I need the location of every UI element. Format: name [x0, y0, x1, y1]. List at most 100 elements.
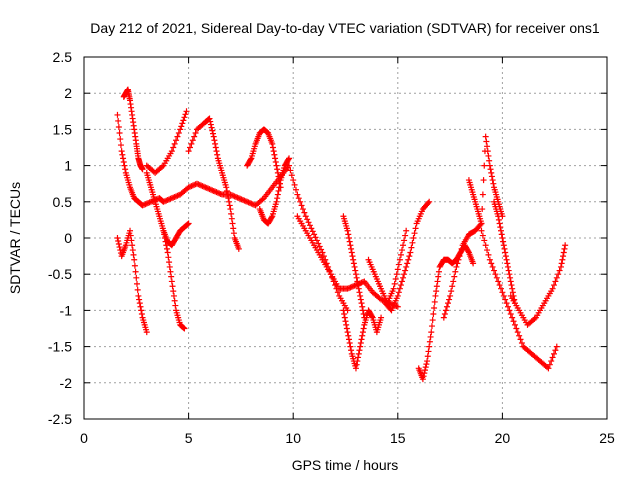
data-point — [422, 364, 429, 371]
data-point — [234, 194, 241, 201]
data-point — [134, 286, 141, 293]
data-point — [507, 311, 514, 318]
data-point — [493, 274, 500, 281]
data-point — [180, 324, 187, 331]
data-point — [229, 220, 236, 227]
data-point — [313, 237, 320, 244]
data-point — [334, 289, 341, 296]
data-point — [359, 329, 366, 336]
y-tick-label: 2.5 — [53, 49, 73, 65]
data-point — [455, 256, 462, 263]
data-point — [159, 163, 166, 170]
data-point — [354, 358, 361, 365]
data-point — [404, 260, 411, 267]
data-point — [209, 187, 216, 194]
data-point — [397, 282, 404, 289]
y-tick-label: -1 — [60, 302, 73, 318]
y-tick-label: -2.5 — [48, 411, 72, 427]
data-point — [511, 321, 518, 328]
data-point — [508, 282, 515, 289]
data-point — [496, 220, 503, 227]
data-point — [434, 278, 441, 285]
data-point — [341, 314, 348, 321]
data-point — [345, 336, 352, 343]
data-point — [217, 190, 224, 197]
data-point — [361, 314, 368, 321]
data-point — [116, 244, 123, 251]
data-point — [170, 288, 177, 295]
data-point — [347, 242, 354, 249]
data-point — [497, 224, 504, 231]
data-point — [175, 130, 182, 137]
data-point — [344, 329, 351, 336]
data-point — [171, 193, 178, 200]
data-point — [312, 234, 319, 241]
series-group — [256, 155, 293, 227]
data-point — [294, 191, 301, 198]
data-point — [291, 181, 298, 188]
data-point — [426, 343, 433, 350]
data-point — [137, 303, 144, 310]
data-point — [552, 347, 559, 354]
data-point — [355, 354, 362, 361]
data-point — [235, 195, 242, 202]
data-point — [117, 142, 124, 149]
data-point — [182, 111, 189, 118]
data-point — [167, 268, 174, 275]
data-point — [211, 137, 218, 144]
data-point — [410, 235, 417, 241]
data-point — [456, 253, 463, 260]
data-point — [488, 260, 495, 267]
data-point — [248, 200, 255, 207]
data-point — [120, 158, 127, 165]
data-point — [226, 202, 233, 209]
data-point — [207, 118, 214, 125]
data-point — [489, 177, 496, 184]
data-point — [181, 325, 188, 332]
data-point — [502, 253, 509, 260]
data-point — [276, 184, 283, 191]
data-point — [235, 245, 242, 252]
data-point — [127, 227, 134, 234]
data-point — [196, 181, 203, 188]
data-point — [138, 307, 145, 314]
data-point — [185, 220, 192, 227]
data-point — [177, 126, 184, 133]
data-point — [185, 184, 192, 191]
data-point — [356, 347, 363, 354]
data-point — [423, 361, 430, 368]
data-point — [195, 181, 202, 188]
data-point — [166, 259, 173, 266]
data-point — [348, 245, 355, 252]
data-point — [419, 376, 426, 383]
data-point — [115, 117, 122, 124]
data-point — [457, 249, 464, 256]
data-point — [347, 284, 354, 291]
data-point — [490, 180, 497, 187]
data-point — [305, 219, 312, 226]
y-tick-label: 1 — [64, 158, 72, 174]
x-tick-label: 10 — [285, 430, 301, 446]
data-point — [358, 279, 365, 286]
data-point — [485, 152, 492, 159]
data-point — [129, 242, 136, 249]
data-point — [170, 144, 177, 151]
data-point — [353, 361, 360, 368]
data-point — [555, 271, 562, 278]
data-point — [354, 278, 361, 285]
data-point — [486, 157, 493, 164]
data-point — [320, 253, 327, 260]
y-tick-label: 1.5 — [53, 121, 73, 137]
data-point — [302, 213, 309, 220]
data-point — [479, 206, 486, 213]
data-point — [511, 300, 518, 307]
data-point — [301, 209, 308, 216]
data-point — [216, 190, 223, 197]
data-point — [504, 303, 511, 310]
data-point — [357, 343, 364, 350]
data-point — [316, 243, 323, 250]
data-point — [143, 329, 150, 336]
data-point — [359, 307, 366, 314]
data-point — [479, 191, 486, 198]
data-point — [355, 285, 362, 292]
